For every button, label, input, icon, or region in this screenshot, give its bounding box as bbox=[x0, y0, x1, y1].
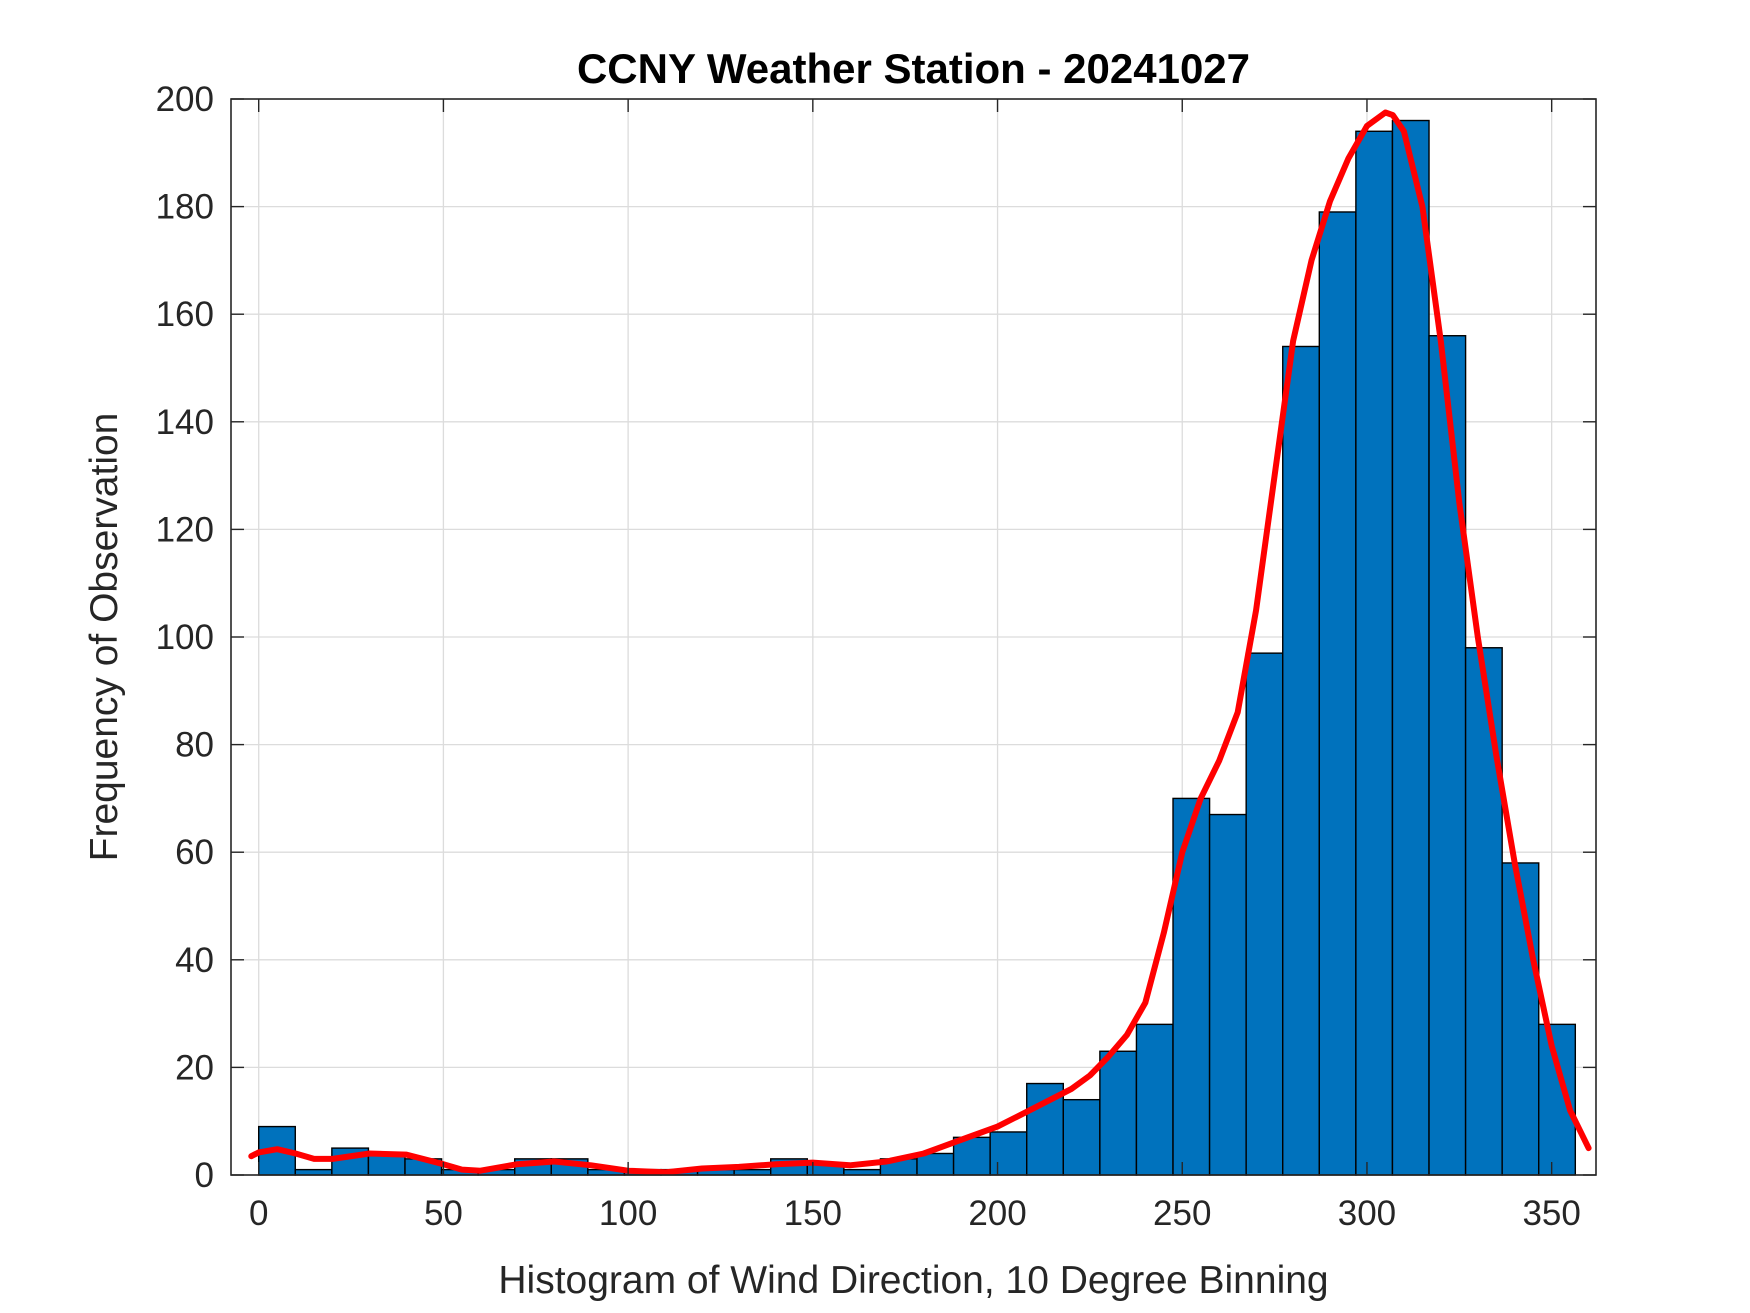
histogram-bar bbox=[1318, 211, 1357, 1176]
histogram-bar bbox=[1428, 335, 1467, 1176]
y-tick-label: 80 bbox=[175, 726, 214, 765]
y-tick-label: 100 bbox=[156, 618, 214, 657]
y-tick-label: 160 bbox=[156, 295, 214, 334]
y-tick-label: 60 bbox=[175, 833, 214, 872]
x-tick-label: 150 bbox=[784, 1194, 842, 1233]
x-tick-label: 250 bbox=[1153, 1194, 1211, 1233]
x-tick-label: 300 bbox=[1338, 1194, 1396, 1233]
fit-curve-line bbox=[248, 109, 1592, 1176]
histogram-bar bbox=[1245, 652, 1284, 1176]
y-tick-label: 0 bbox=[195, 1156, 214, 1195]
y-tick-label: 180 bbox=[156, 188, 214, 227]
histogram-bar bbox=[1464, 647, 1503, 1176]
histogram-bar bbox=[1172, 797, 1211, 1176]
histogram-bars bbox=[258, 119, 1577, 1176]
histogram-bar bbox=[1208, 813, 1247, 1176]
histogram-bar bbox=[989, 1131, 1028, 1176]
x-tick-label: 200 bbox=[968, 1194, 1026, 1233]
histogram-bar bbox=[733, 1168, 772, 1176]
tick-labels: 0 50 100 150 200 250 300 350 0 20 40 60 80 100 120 140 1… bbox=[156, 80, 1581, 1233]
histogram-bar bbox=[1501, 862, 1540, 1176]
histogram-bar bbox=[843, 1168, 882, 1176]
x-tick-label: 350 bbox=[1522, 1194, 1580, 1233]
y-tick-label: 140 bbox=[156, 403, 214, 442]
y-axis-label: Frequency of Observation bbox=[83, 413, 126, 862]
y-tick-label: 20 bbox=[175, 1048, 214, 1087]
x-tick-label: 0 bbox=[249, 1194, 268, 1233]
histogram-bar bbox=[1062, 1098, 1101, 1176]
histogram-bar bbox=[1282, 345, 1321, 1176]
y-tick-label: 120 bbox=[156, 510, 214, 549]
histogram-bar bbox=[294, 1168, 333, 1176]
tick-marks bbox=[231, 98, 1596, 1176]
y-tick-label: 200 bbox=[156, 80, 214, 119]
y-tick-label: 40 bbox=[175, 941, 214, 980]
histogram-bar bbox=[1391, 119, 1430, 1176]
histogram-bar bbox=[1099, 1050, 1138, 1176]
x-tick-label: 50 bbox=[424, 1194, 463, 1233]
x-axis-label: Histogram of Wind Direction, 10 Degree B… bbox=[498, 1259, 1328, 1302]
histogram-bar bbox=[1355, 130, 1394, 1176]
x-tick-label: 100 bbox=[599, 1194, 657, 1233]
chart-title: CCNY Weather Station - 20241027 bbox=[577, 45, 1250, 92]
histogram-bar bbox=[1135, 1023, 1174, 1176]
